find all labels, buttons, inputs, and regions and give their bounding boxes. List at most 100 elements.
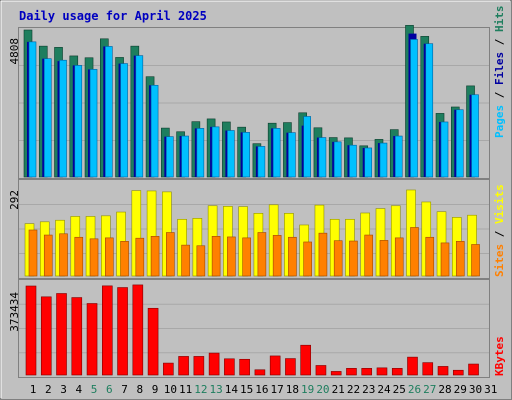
sites-bar (410, 227, 419, 277)
x-tick-label: 3 (60, 383, 67, 396)
x-tick-label: 15 (240, 383, 253, 396)
sites-bar (440, 242, 450, 277)
kbytes-bar (208, 352, 220, 376)
legend-sites-visits-text: Sites / Visits (493, 184, 506, 277)
x-tick-label: 27 (423, 383, 436, 396)
pages-bar (440, 121, 449, 178)
sites-bar (150, 236, 160, 277)
kbytes-bar (452, 369, 464, 376)
pages-bar (303, 116, 311, 178)
x-tick-label: 31 (484, 383, 497, 396)
x-tick-label: 2 (45, 383, 52, 396)
sites-bar (120, 241, 129, 277)
kbytes-bar (468, 363, 479, 376)
x-tick-label: 9 (152, 383, 159, 396)
kbytes-bar (422, 362, 434, 376)
kbytes-bar (178, 356, 189, 376)
kbytes-bar (437, 366, 449, 376)
pages-bar (394, 135, 403, 178)
kbytes-bar (193, 356, 205, 376)
sites-bar (379, 240, 389, 277)
sites-bar (211, 236, 221, 277)
kbytes-bar (239, 358, 250, 376)
sites-bar (394, 237, 404, 277)
kbytes-bar (25, 285, 37, 376)
pages-bar (43, 58, 52, 178)
y-max-label-hits: 4808 (8, 38, 21, 65)
kbytes-bar (132, 284, 144, 376)
y-max-label-kbytes: 373434 (8, 292, 21, 332)
sites-bar (59, 233, 68, 277)
x-tick-label: 19 (301, 383, 314, 396)
panel-frame-kbytes (18, 279, 490, 378)
pages-bar (257, 146, 266, 178)
x-tick-label: 28 (438, 383, 451, 396)
kbytes-bar (315, 365, 327, 376)
x-tick-label: 24 (377, 383, 391, 396)
pages-bar (425, 43, 434, 178)
chart-title: Daily usage for April 2025 (19, 9, 207, 23)
sites-bar (257, 232, 267, 277)
pages-bar (288, 132, 296, 178)
pages-bar (272, 128, 281, 178)
sites-bar (166, 232, 175, 277)
legend-files: Files (493, 52, 506, 85)
kbytes-bar (376, 367, 388, 376)
x-tick-label: 8 (137, 383, 144, 396)
pages-bar (181, 135, 189, 178)
sites-visits-bars (24, 189, 480, 277)
sites-bar (196, 245, 206, 277)
pages-bar (196, 128, 205, 178)
x-tick-label: 16 (255, 383, 268, 396)
legend-kbytes-text: KBytes (493, 336, 506, 376)
kbytes-bar (163, 362, 174, 376)
x-tick-label: 26 (408, 383, 421, 396)
pages-bar (59, 59, 67, 178)
x-tick-label: 1 (30, 383, 37, 396)
kbytes-bar (147, 307, 159, 376)
x-tick-label: 30 (469, 383, 482, 396)
kbytes-bar (285, 358, 296, 376)
pages-bar (242, 132, 250, 178)
legend-visits: Visits (493, 184, 506, 224)
x-tick-label: 20 (316, 383, 329, 396)
hits-files-pages-bars (23, 25, 479, 178)
pages-bar (364, 147, 373, 178)
pages-bar (455, 109, 464, 178)
x-tick-label: 18 (286, 383, 299, 396)
x-tick-label: 11 (179, 383, 192, 396)
kbytes-bar (86, 303, 98, 376)
sites-bar (242, 237, 251, 277)
kbytes-bar (102, 285, 113, 376)
pages-bar (318, 137, 327, 178)
panel-frame-hits (18, 27, 490, 179)
kbytes-bar (391, 368, 403, 376)
pages-bar (150, 84, 159, 178)
sites-bar (471, 244, 480, 277)
kbytes-bar (407, 356, 418, 376)
legend-hits-files-pages-text: Pages / Files / Hits (493, 6, 506, 139)
legend-hits-files-pages: Pages / Files / Hits (493, 6, 506, 139)
panel-frame-visits (18, 179, 490, 279)
pages-bar (349, 144, 357, 178)
kbytes-bar (254, 369, 266, 376)
x-tick-label: 5 (91, 383, 98, 396)
sites-bar (74, 236, 84, 277)
sites-bar (105, 237, 114, 277)
sites-bar (272, 235, 282, 277)
legend-sites-visits: Sites / Visits (493, 184, 506, 277)
x-tick-label: 29 (454, 383, 467, 396)
sites-bar (364, 234, 374, 277)
sites-bar (28, 229, 38, 277)
sites-bar (349, 240, 358, 277)
pages-bar (410, 39, 418, 178)
legend-pages: Pages (493, 105, 506, 138)
sites-bar (227, 236, 236, 277)
pages-bar (120, 63, 128, 178)
sites-bar (43, 234, 53, 277)
sites-bar (303, 241, 312, 277)
x-tick-label: 13 (209, 383, 222, 396)
kbytes-bar (269, 355, 281, 376)
kbytes-bar (71, 297, 83, 376)
kbytes-bars (25, 284, 479, 376)
